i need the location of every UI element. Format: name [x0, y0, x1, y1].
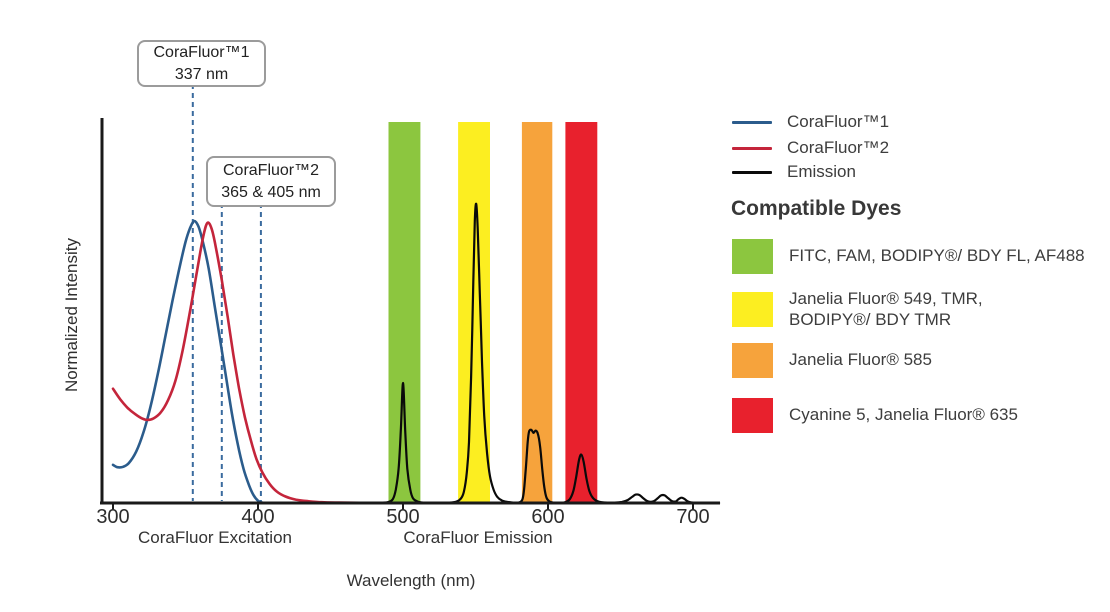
filter-band-yellow: [458, 122, 490, 503]
callout-corafluor2-value: 365 & 405 nm: [221, 183, 321, 201]
legend-label-corafluor2: CoraFluor™2: [787, 138, 890, 157]
x-tick-label-500: 500: [386, 506, 420, 528]
legend-label-corafluor1: CoraFluor™1: [787, 112, 890, 131]
emission-section-label: CoraFluor Emission: [403, 528, 553, 547]
x-tick-label-700: 700: [676, 506, 710, 528]
dye-swatch-yellow: [732, 292, 773, 327]
excitation-section-label: CoraFluor Excitation: [137, 528, 293, 547]
legend-label-emission: Emission: [787, 162, 856, 181]
callout-corafluor1-title: CoraFluor™1: [153, 44, 250, 62]
dye-label-red: Cyanine 5, Janelia Fluor® 635: [789, 405, 1018, 425]
dye-swatch-green: [732, 239, 773, 274]
dye-row-orange: Janelia Fluor® 585: [732, 343, 932, 378]
dye-swatch-orange: [732, 343, 773, 378]
dye-label-orange: Janelia Fluor® 585: [789, 350, 932, 370]
dye-swatch-red: [732, 398, 773, 433]
legend-swatch-corafluor2: [732, 146, 772, 150]
legend-swatch-corafluor1: [732, 120, 772, 124]
legend-item-corafluor2: CoraFluor™2: [732, 138, 889, 158]
y-axis-label: Normalized Intensity: [62, 237, 81, 393]
callout-corafluor2: CoraFluor™2 365 & 405 nm: [206, 156, 336, 207]
callout-corafluor1: CoraFluor™1 337 nm: [137, 40, 266, 87]
legend-item-emission: Emission: [732, 162, 856, 182]
dye-row-yellow: Janelia Fluor® 549, TMR, BODIPY®/ BDY TM…: [732, 289, 983, 329]
x-axis-label: Wavelength (nm): [346, 571, 476, 590]
callout-corafluor1-value: 337 nm: [174, 65, 229, 83]
filter-band-red: [565, 122, 598, 503]
x-tick-label-600: 600: [531, 506, 565, 528]
dye-label-yellow: Janelia Fluor® 549, TMR, BODIPY®/ BDY TM…: [789, 289, 983, 329]
filter-band-green: [388, 122, 421, 503]
excitation-curve-corafluor1: [111, 219, 268, 505]
callout-corafluor2-title: CoraFluor™2: [222, 162, 320, 180]
dye-label-green: FITC, FAM, BODIPY®/ BDY FL, AF488: [789, 246, 1085, 266]
compatible-dyes-heading: Compatible Dyes: [731, 197, 902, 220]
x-tick-label-300: 300: [96, 506, 130, 528]
legend-item-corafluor1: CoraFluor™1: [732, 112, 889, 132]
legend-swatch-emission: [732, 170, 772, 174]
dye-row-red: Cyanine 5, Janelia Fluor® 635: [732, 398, 1018, 433]
x-tick-label-400: 400: [241, 506, 275, 528]
dye-row-green: FITC, FAM, BODIPY®/ BDY FL, AF488: [732, 239, 1085, 274]
excitation-curve-corafluor2: [111, 221, 383, 505]
